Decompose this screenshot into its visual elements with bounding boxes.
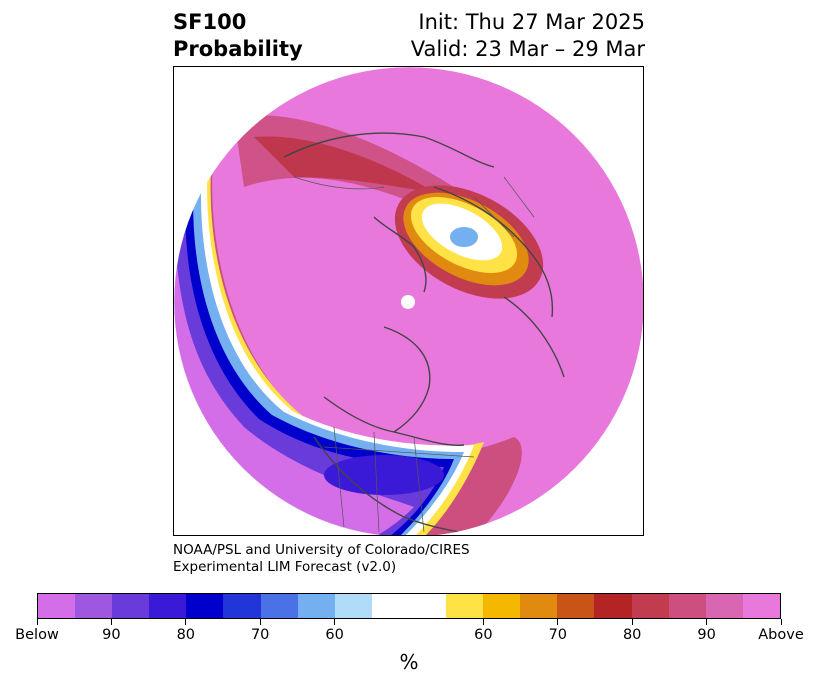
colorbar-tick-label: 70	[548, 627, 568, 643]
colorbar-tick	[631, 619, 633, 625]
colorbar-tick-label: Above	[758, 627, 804, 643]
colorbar-tick-label: 90	[102, 627, 121, 643]
colorbar-swatch	[334, 594, 372, 618]
colorbar-tick	[780, 619, 782, 625]
forecast-map	[173, 66, 644, 536]
map-title-right: Init: Thu 27 Mar 2025 Valid: 23 Mar – 29…	[411, 9, 645, 63]
colorbar-tick	[557, 619, 559, 625]
colorbar-tick	[334, 619, 336, 625]
colorbar-tick-label: 70	[250, 627, 270, 643]
colorbar-swatch	[186, 594, 224, 618]
colorbar-swatch	[260, 594, 298, 618]
europe-blue	[450, 227, 478, 247]
colorbar-tick	[110, 619, 112, 625]
map-title-left: SF100 Probability	[173, 9, 303, 63]
probability-field	[174, 67, 643, 535]
colorbar-swatch	[112, 594, 150, 618]
colorbar-swatch	[742, 594, 780, 618]
colorbar-swatch	[520, 594, 558, 618]
colorbar-tick-label: 90	[697, 627, 716, 643]
title-init-date: Init: Thu 27 Mar 2025	[418, 10, 645, 34]
colorbar-swatch	[557, 594, 595, 618]
colorbar-tick	[259, 619, 261, 625]
colorbar-tick	[706, 619, 708, 625]
colorbar-swatch	[594, 594, 632, 618]
title-product: Probability	[173, 37, 303, 61]
north-pole-marker	[401, 295, 415, 309]
colorbar-swatch	[631, 594, 669, 618]
colorbar-swatch	[223, 594, 261, 618]
colorbar-tick	[36, 619, 38, 625]
colorbar-swatch	[408, 594, 447, 618]
colorbar-tick	[482, 619, 484, 625]
colorbar-unit: %	[399, 650, 419, 674]
colorbar-swatch	[705, 594, 743, 618]
borders	[293, 176, 535, 533]
na-core-deep	[324, 455, 444, 495]
forecast-map-svg	[174, 67, 643, 535]
colorbar-swatch	[446, 594, 484, 618]
colorbar-swatch	[38, 594, 76, 618]
colorbar-tick-label: Below	[15, 627, 59, 643]
title-valid-range: Valid: 23 Mar – 29 Mar	[410, 37, 645, 61]
coastlines	[283, 132, 565, 535]
credit-line-2: Experimental LIM Forecast (v2.0)	[173, 559, 397, 575]
colorbar-tick-label: 80	[176, 627, 196, 643]
credit-text: NOAA/PSL and University of Colorado/CIRE…	[173, 542, 470, 576]
colorbar-swatch	[668, 594, 706, 618]
title-variable: SF100	[173, 10, 247, 34]
colorbar-tick-label: 80	[622, 627, 642, 643]
colorbar	[37, 593, 781, 619]
credit-line-1: NOAA/PSL and University of Colorado/CIRE…	[173, 542, 470, 558]
colorbar-tick	[185, 619, 187, 625]
colorbar-swatch	[75, 594, 113, 618]
colorbar-swatch	[371, 594, 409, 618]
colorbar-swatch	[297, 594, 335, 618]
colorbar-swatch	[483, 594, 521, 618]
colorbar-tick-label: 60	[325, 627, 344, 643]
colorbar-swatch	[149, 594, 187, 618]
colorbar-tick-label: 60	[474, 627, 493, 643]
